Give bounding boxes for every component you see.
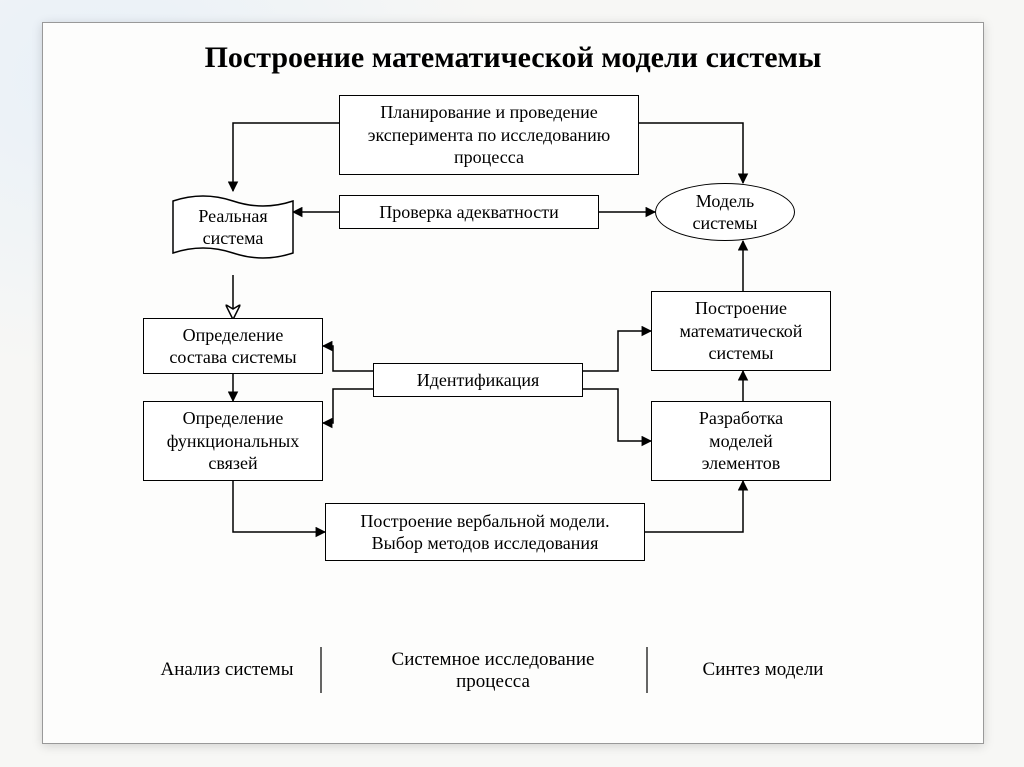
node-verbal: Построение вербальной модели. Выбор мето… [325, 503, 645, 561]
footer-label-2: Синтез модели [673, 659, 853, 681]
edge-ident-math_sys [583, 331, 651, 371]
node-label-real_sys: Реальная система [173, 197, 293, 257]
edge-ident-elem_models [583, 389, 651, 441]
footer-label-0: Анализ системы [133, 659, 321, 681]
slide-frame: Построение математической модели системы… [42, 22, 984, 744]
edge-functional-verbal [233, 481, 325, 532]
edge-verbal-elem_models [645, 481, 743, 532]
node-functional: Определение функциональных связей [143, 401, 323, 481]
edge-ident-functional [323, 389, 373, 423]
footer-label-1: Системное исследование процесса [343, 649, 643, 693]
node-math_sys: Построение математической системы [651, 291, 831, 371]
edge-planning-real_sys [233, 123, 339, 191]
diagram-title: Построение математической модели системы [43, 41, 983, 75]
edge-ident-composition [323, 346, 373, 371]
node-model: Модель системы [655, 183, 795, 241]
node-elem_models: Разработка моделей элементов [651, 401, 831, 481]
node-planning: Планирование и проведение эксперимента п… [339, 95, 639, 175]
node-composition: Определение состава системы [143, 318, 323, 374]
node-ident: Идентификация [373, 363, 583, 397]
edge-planning-model [639, 123, 743, 183]
node-adequacy: Проверка адекватности [339, 195, 599, 229]
